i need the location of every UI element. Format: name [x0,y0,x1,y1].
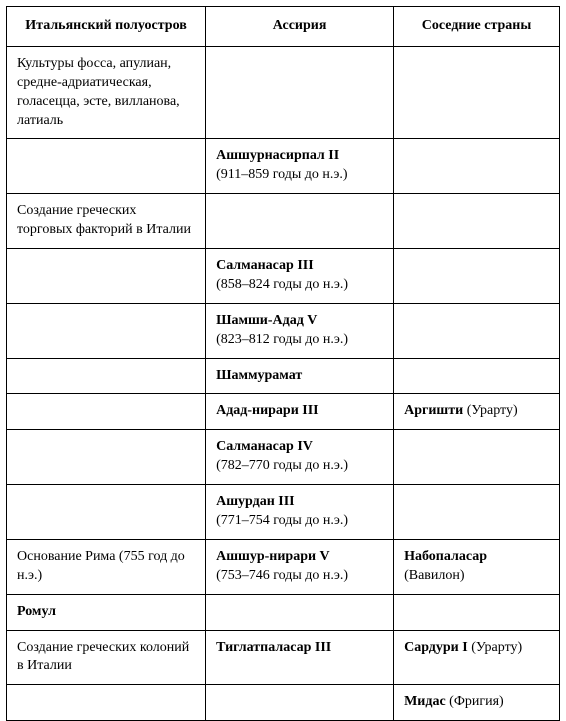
table-cell [7,303,206,358]
cell-bold: Тиглатпаласар III [216,640,331,655]
table-cell [7,485,206,540]
col-header-assyria: Ассирия [206,7,394,47]
table-row: Создание греческих колоний в Италии Тигла… [7,630,560,685]
cell-text: (753–746 годы до н.э.) [216,568,348,583]
table-cell [7,685,206,721]
history-table: Итальянский полуостров Ассирия Соседние … [6,6,560,721]
table-cell: Мидас (Фригия) [394,685,560,721]
cell-text: (Фригия) [449,694,504,709]
table-row: Культуры фосса, апулиан, средне-адриатич… [7,46,560,139]
cell-bold: Сардури I [404,640,468,655]
cell-bold: Ашшур-нирари V [216,549,330,564]
table-row: Салманасар IV (782–770 годы до н.э.) [7,430,560,485]
table-cell [394,303,560,358]
table-cell [394,430,560,485]
cell-text: Создание греческих торговых факторий в И… [17,203,191,237]
table-row: Салманасар III (858–824 годы до н.э.) [7,249,560,304]
table-cell: Набопаласар (Вавилон) [394,539,560,594]
cell-text: (Урарту) [471,640,522,655]
col-header-italy: Итальянский полуостров [7,7,206,47]
table-cell [7,430,206,485]
table-cell: Шамши-Адад V (823–812 годы до н.э.) [206,303,394,358]
cell-bold: Мидас [404,694,446,709]
table-cell: Аргишти (Урарту) [394,394,560,430]
table-row: Адад-нирари III Аргишти (Урарту) [7,394,560,430]
cell-text: Создание греческих колоний в Италии [17,640,189,674]
cell-bold: Адад-нирари III [216,403,319,418]
table-cell: Тиглатпаласар III [206,630,394,685]
table-cell [7,394,206,430]
cell-text: (858–824 годы до н.э.) [216,277,348,292]
table-cell [7,358,206,394]
cell-text: (Урарту) [467,403,518,418]
cell-bold: Ашурдан III [216,494,295,509]
table-cell: Ромул [7,594,206,630]
table-cell [394,594,560,630]
cell-text: (Вавилон) [404,568,464,583]
table-cell: Создание греческих торговых факторий в И… [7,194,206,249]
table-cell: Ашшурнасирпал II (911–859 годы до н.э.) [206,139,394,194]
cell-bold: Салманасар III [216,258,314,273]
table-cell [206,194,394,249]
table-header-row: Итальянский полуостров Ассирия Соседние … [7,7,560,47]
cell-bold: Салманасар IV [216,439,313,454]
cell-bold: Ромул [17,604,56,619]
cell-text: Основание Рима (755 год до н.э.) [17,549,185,583]
table-cell [206,46,394,139]
cell-text: (823–812 годы до н.э.) [216,332,348,347]
table-cell [394,46,560,139]
table-row: Основание Рима (755 год до н.э.) Ашшур-ни… [7,539,560,594]
table-body: Культуры фосса, апулиан, средне-адриатич… [7,46,560,720]
cell-text: (911–859 годы до н.э.) [216,167,347,182]
table-cell: Сардури I (Урарту) [394,630,560,685]
table-cell: Основание Рима (755 год до н.э.) [7,539,206,594]
table-row: Ашурдан III (771–754 годы до н.э.) [7,485,560,540]
cell-text: (771–754 годы до н.э.) [216,513,348,528]
table-cell [394,358,560,394]
table-cell: Культуры фосса, апулиан, средне-адриатич… [7,46,206,139]
cell-bold: Аргишти [404,403,463,418]
table-row: Мидас (Фригия) [7,685,560,721]
table-cell [7,249,206,304]
table-cell: Адад-нирари III [206,394,394,430]
table-cell: Ашшур-нирари V (753–746 годы до н.э.) [206,539,394,594]
col-header-neighbors: Соседние страны [394,7,560,47]
cell-bold: Шамши-Адад V [216,313,317,328]
table-cell [394,139,560,194]
table-row: Ромул [7,594,560,630]
table-cell [206,685,394,721]
cell-bold: Ашшурнасирпал II [216,148,339,163]
table-cell [394,249,560,304]
cell-text: (782–770 годы до н.э.) [216,458,348,473]
cell-text: Культуры фосса, апулиан, средне-адриатич… [17,56,180,128]
cell-bold: Шаммурамат [216,368,302,383]
table-row: Шаммурамат [7,358,560,394]
table-row: Создание греческих торговых факторий в И… [7,194,560,249]
table-cell [7,139,206,194]
table-cell [206,594,394,630]
table-cell [394,194,560,249]
table-cell [394,485,560,540]
table-row: Шамши-Адад V (823–812 годы до н.э.) [7,303,560,358]
table-cell: Салманасар IV (782–770 годы до н.э.) [206,430,394,485]
cell-bold: Набопаласар [404,549,487,564]
table-row: Ашшурнасирпал II (911–859 годы до н.э.) [7,139,560,194]
table-cell: Создание греческих колоний в Италии [7,630,206,685]
table-cell: Шаммурамат [206,358,394,394]
table-cell: Салманасар III (858–824 годы до н.э.) [206,249,394,304]
table-cell: Ашурдан III (771–754 годы до н.э.) [206,485,394,540]
